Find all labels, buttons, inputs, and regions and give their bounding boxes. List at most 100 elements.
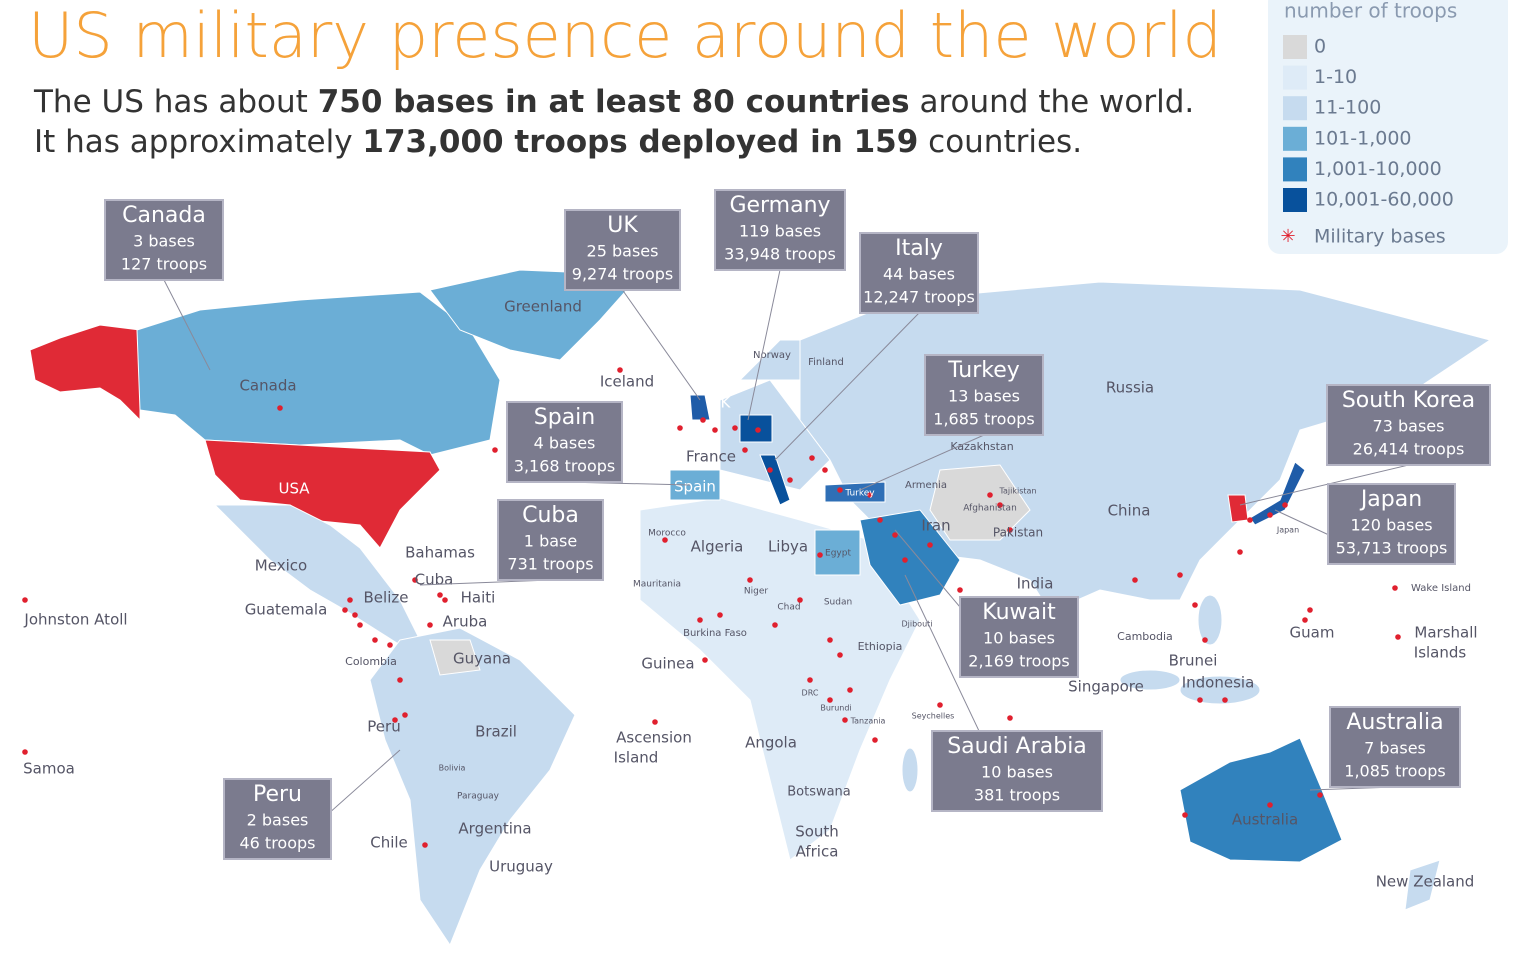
callout-name: Kuwait bbox=[982, 600, 1056, 625]
land bbox=[429, 639, 481, 676]
map-label: Haiti bbox=[461, 589, 496, 607]
callout-leader bbox=[859, 434, 985, 491]
land bbox=[1119, 669, 1181, 691]
subtitle-line: The US has about 750 bases in at least 8… bbox=[33, 84, 1194, 120]
map-label: Morocco bbox=[648, 529, 686, 539]
base-dot bbox=[842, 717, 848, 723]
legend-swatch bbox=[1283, 188, 1307, 212]
callout-name: Italy bbox=[895, 236, 943, 261]
base-dot bbox=[392, 717, 398, 723]
map-label: Kazakhstan bbox=[950, 440, 1013, 453]
callout-troops: 3,168 troops bbox=[514, 457, 615, 476]
map-label: Aruba bbox=[443, 613, 488, 631]
map-label: Japan bbox=[1276, 526, 1299, 535]
base-dot bbox=[1267, 802, 1273, 808]
callout-leader bbox=[1239, 464, 1409, 506]
map-label: China bbox=[1108, 502, 1151, 520]
base-dot bbox=[442, 597, 448, 603]
base-dot bbox=[1392, 585, 1398, 591]
callout-name: Japan bbox=[1359, 487, 1422, 512]
map-label: Australia bbox=[1232, 811, 1298, 829]
callout-box bbox=[564, 209, 681, 291]
map-label: Cambodia bbox=[1117, 630, 1173, 643]
legend-swatch bbox=[1283, 65, 1307, 90]
base-dot bbox=[402, 712, 408, 718]
base-dot bbox=[937, 702, 943, 708]
callout-box bbox=[859, 232, 979, 314]
legend-box bbox=[1268, 0, 1508, 254]
callout-troops: 46 troops bbox=[239, 834, 315, 853]
map-label: Mauritania bbox=[633, 580, 681, 590]
land bbox=[1197, 594, 1223, 646]
map-label: Sudan bbox=[824, 598, 852, 608]
map-label: France bbox=[686, 448, 736, 466]
base-dot bbox=[717, 612, 723, 618]
base-dot bbox=[787, 477, 793, 483]
base-dot bbox=[397, 677, 403, 683]
callout-bases: 119 bases bbox=[739, 222, 821, 241]
callout-troops: 12,247 troops bbox=[863, 288, 975, 307]
base-dot bbox=[1132, 577, 1138, 583]
callout-bases: 2 bases bbox=[247, 811, 309, 830]
base-dot bbox=[847, 687, 853, 693]
map-label: Guinea bbox=[641, 655, 694, 673]
base-dot bbox=[1007, 527, 1013, 533]
callout-troops: 33,948 troops bbox=[724, 245, 836, 264]
legend-swatch bbox=[1283, 157, 1307, 182]
land bbox=[759, 454, 791, 506]
land bbox=[429, 269, 642, 361]
map-label: Norway bbox=[753, 350, 791, 361]
subtitle-segment: The US has about bbox=[33, 84, 318, 120]
base-dot bbox=[357, 622, 363, 628]
map-label: Bolivia bbox=[439, 764, 466, 773]
callout-troops: 1,685 troops bbox=[933, 410, 1034, 429]
map-label: Chile bbox=[370, 834, 408, 852]
base-dot bbox=[1395, 634, 1401, 640]
legend-label: 1,001-10,000 bbox=[1314, 158, 1442, 180]
callout-bases: 7 bases bbox=[1364, 739, 1426, 758]
map-label: Belize bbox=[364, 589, 409, 607]
land bbox=[1227, 494, 1249, 523]
base-dot bbox=[697, 617, 703, 623]
legend-label: 0 bbox=[1314, 36, 1326, 58]
map-label: New Zealand bbox=[1376, 873, 1475, 891]
map-label: DRC bbox=[802, 689, 819, 698]
map-label: Djibouti bbox=[901, 620, 932, 629]
map-label: Johnston Atoll bbox=[23, 611, 127, 629]
base-dot bbox=[1267, 512, 1273, 518]
callout-name: UK bbox=[607, 213, 638, 238]
base-dot bbox=[755, 427, 761, 433]
base-dot bbox=[987, 492, 993, 498]
map-label: Guyana bbox=[453, 650, 511, 668]
base-dot bbox=[662, 537, 668, 543]
base-dot bbox=[422, 842, 428, 848]
map-label: Niger bbox=[744, 587, 768, 597]
map-label: Egypt bbox=[825, 549, 851, 559]
callout-box bbox=[959, 596, 1079, 678]
base-dot bbox=[427, 622, 433, 628]
callout-name: Peru bbox=[253, 782, 302, 807]
callout-box bbox=[506, 401, 623, 483]
base-dot bbox=[437, 592, 443, 598]
legend-swatch bbox=[1283, 126, 1307, 151]
world-map bbox=[29, 269, 1492, 947]
base-dot bbox=[1282, 502, 1288, 508]
map-label: Spain bbox=[674, 478, 716, 496]
map-label: Chad bbox=[777, 603, 800, 613]
callout-troops: 731 troops bbox=[507, 555, 593, 574]
map-label: Africa bbox=[796, 843, 839, 861]
land bbox=[929, 464, 1031, 541]
base-dot bbox=[867, 492, 873, 498]
callout-name: Saudi Arabia bbox=[947, 734, 1087, 759]
base-dot bbox=[997, 502, 1003, 508]
base-dot bbox=[700, 417, 706, 423]
land bbox=[859, 509, 961, 606]
base-dot bbox=[822, 467, 828, 473]
map-label: Ascension bbox=[616, 729, 692, 747]
callout-bases: 4 bases bbox=[534, 434, 596, 453]
base-dot bbox=[957, 587, 963, 593]
legend-swatch bbox=[1283, 96, 1307, 121]
land bbox=[136, 291, 501, 456]
map-label: Afghanistan bbox=[963, 504, 1017, 514]
